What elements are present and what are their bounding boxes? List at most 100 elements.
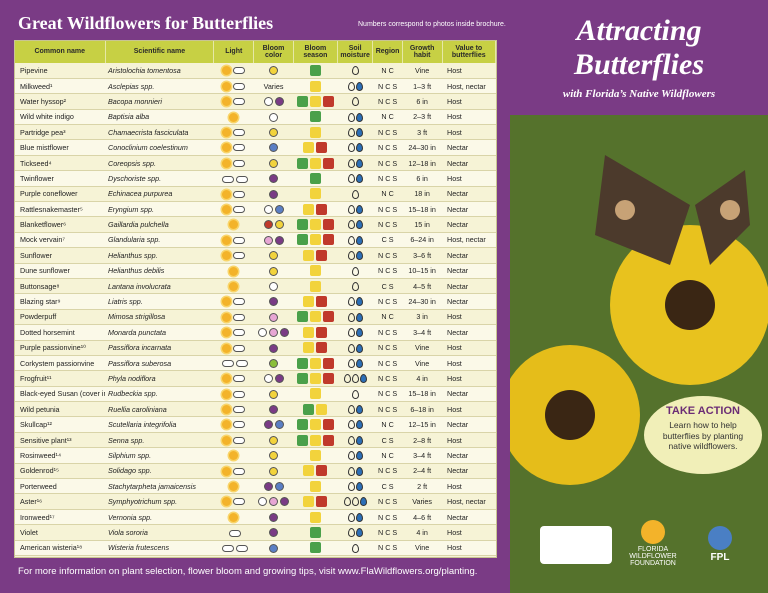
water-drop-icon bbox=[355, 358, 363, 368]
season-red-icon bbox=[322, 357, 334, 369]
cell-bloom-season bbox=[293, 416, 338, 433]
cell-scientific: Lantana involucrata bbox=[105, 278, 214, 295]
right-panel: Attracting Butterflies with Florida’s Na… bbox=[510, 0, 768, 593]
season-green-icon bbox=[296, 419, 308, 431]
season-yellow-icon bbox=[309, 388, 321, 400]
column-header: Soil moisture bbox=[337, 41, 374, 63]
cell-soil-moisture bbox=[337, 386, 373, 403]
cell-region: N C S bbox=[372, 93, 403, 110]
season-red-icon bbox=[322, 311, 334, 323]
cell-bloom-color bbox=[253, 232, 294, 249]
cell-value: Nectar bbox=[442, 293, 496, 310]
bloom-color-dot bbox=[274, 374, 284, 384]
cell-scientific: Baptisia alba bbox=[105, 109, 214, 126]
cell-bloom-color bbox=[253, 139, 294, 156]
cell-bloom-color bbox=[253, 463, 294, 480]
bloom-color-dot bbox=[258, 328, 268, 338]
season-yellow-icon bbox=[303, 249, 315, 261]
take-action-body: Learn how to help butterflies by plantin… bbox=[662, 420, 744, 452]
season-red-icon bbox=[322, 219, 334, 231]
cell-bloom-season bbox=[293, 109, 338, 126]
cell-scientific: Rudbeckia spp. bbox=[105, 386, 214, 403]
water-drop-icon bbox=[347, 158, 355, 168]
cell-scientific: Dyschoriste spp. bbox=[105, 170, 214, 187]
cell-region: N C S bbox=[372, 124, 403, 141]
cell-habit: 24–30 in bbox=[402, 139, 442, 156]
cell-light bbox=[213, 309, 254, 326]
water-drop-icon bbox=[347, 343, 355, 353]
cloud-icon bbox=[233, 98, 246, 106]
cell-value: Host bbox=[442, 540, 496, 557]
butterfly-photo bbox=[510, 115, 768, 593]
season-yellow-icon bbox=[309, 449, 321, 461]
cell-bloom-season bbox=[293, 540, 338, 557]
column-header: Common name bbox=[15, 41, 106, 63]
bloom-color-dot bbox=[269, 112, 279, 122]
water-drop-icon bbox=[347, 435, 355, 445]
cloud-icon bbox=[233, 498, 246, 506]
cell-bloom-season bbox=[293, 386, 338, 403]
cell-habit: 2 ft bbox=[402, 478, 442, 495]
column-header: Bloom color bbox=[253, 41, 294, 63]
cloud-icon bbox=[233, 390, 246, 398]
table-header-row: Common name Scientific name Light Bloom col… bbox=[15, 41, 496, 63]
cloud-icon bbox=[233, 190, 246, 198]
cell-habit: 18 in bbox=[402, 186, 442, 203]
water-drop-icon bbox=[359, 374, 367, 384]
table-row: Sunflower Helianthus spp. N C S 3–6 ft Necta… bbox=[15, 247, 496, 264]
bloom-color-dot bbox=[274, 235, 284, 245]
cell-value: Host, nectar bbox=[442, 493, 496, 510]
cell-soil-moisture bbox=[337, 232, 373, 249]
season-yellow-icon bbox=[309, 511, 321, 523]
bloom-color-dot bbox=[269, 174, 279, 184]
sun-icon bbox=[222, 420, 232, 430]
cell-light bbox=[213, 63, 254, 79]
cell-common: Goldenrod¹⁵ bbox=[15, 463, 106, 480]
cell-region: N C S bbox=[372, 78, 403, 95]
season-yellow-icon bbox=[309, 265, 321, 277]
season-yellow-icon bbox=[303, 296, 315, 308]
season-green-icon bbox=[309, 526, 321, 538]
fpl-logo: FPL bbox=[696, 526, 744, 566]
table-row: Partridge pea³ Chamaecrista fasciculata N … bbox=[15, 124, 496, 141]
cloud-icon bbox=[233, 375, 246, 383]
bloom-color-dot bbox=[269, 528, 279, 538]
cell-scientific: Gaillardia pulchella bbox=[105, 216, 214, 233]
cell-bloom-season bbox=[293, 463, 338, 480]
bloom-color-dot bbox=[269, 143, 279, 153]
cell-habit: 3 ft bbox=[402, 124, 442, 141]
cell-habit: 6–24 in bbox=[402, 232, 442, 249]
sun-icon bbox=[222, 189, 232, 199]
bloom-color-dot bbox=[274, 420, 284, 430]
cloud-icon bbox=[228, 529, 241, 537]
cell-common: Water hyssop² bbox=[15, 93, 106, 110]
cell-value: Host bbox=[442, 370, 496, 387]
table-row: Mock vervain⁷ Glandularia spp. C S 6–24 in H… bbox=[15, 232, 496, 249]
table-row: Milkweed¹ Asclepias spp. Varies N C S 1–3 ft… bbox=[15, 78, 496, 95]
water-drop-icon bbox=[351, 374, 359, 384]
season-yellow-icon bbox=[309, 480, 321, 492]
bloom-color-dot bbox=[263, 482, 273, 492]
cell-soil-moisture bbox=[337, 263, 373, 279]
cell-light bbox=[213, 186, 254, 203]
cell-region: N C S bbox=[372, 340, 403, 356]
water-drop-icon bbox=[347, 205, 355, 214]
cell-region: N C S bbox=[372, 324, 403, 341]
cell-bloom-color bbox=[253, 124, 294, 141]
water-drop-icon bbox=[347, 482, 355, 492]
cell-common: Rattlesnakemaster⁵ bbox=[15, 201, 106, 218]
cell-common: Blazing star⁹ bbox=[15, 293, 106, 310]
cell-value: Host bbox=[442, 524, 496, 541]
cell-scientific: Chamaecrista fasciculata bbox=[105, 124, 214, 141]
table-row: Wild white indigo Baptisia alba N C 2–3 ft H… bbox=[15, 109, 496, 126]
cover-title-line2: Butterflies bbox=[573, 48, 704, 81]
cell-scientific: Passiflora incarnata bbox=[105, 340, 214, 356]
table-row: Dotted horsemint Monarda punctata N C S 3–4… bbox=[15, 324, 496, 341]
cell-scientific: Symphyotrichum spp. bbox=[105, 493, 214, 510]
bloom-color-dot bbox=[269, 466, 279, 476]
bloom-color-dot bbox=[274, 205, 284, 214]
cell-bloom-season bbox=[293, 124, 338, 141]
cell-value: Host bbox=[442, 355, 496, 372]
cell-scientific: Echinacea purpurea bbox=[105, 186, 214, 203]
